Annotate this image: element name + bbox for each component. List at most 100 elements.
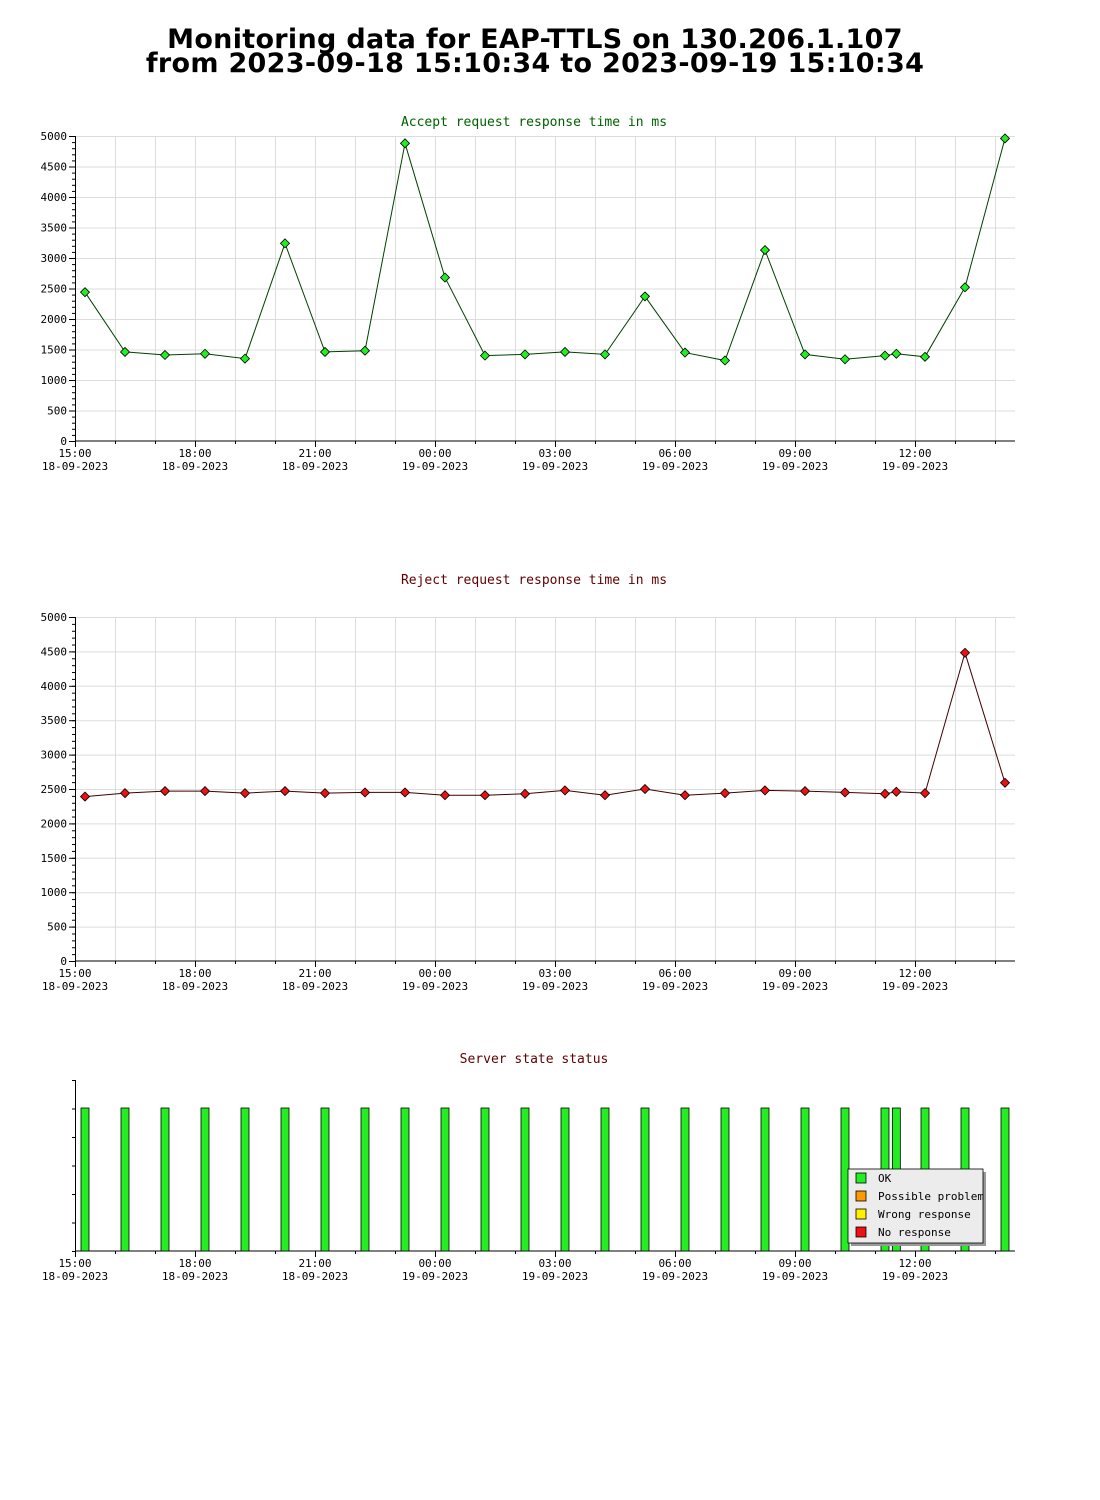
legend-label: Possible problem <box>878 1190 984 1203</box>
data-point <box>599 349 611 360</box>
series-line <box>84 138 1006 362</box>
y-tick-label: 2000 <box>41 817 68 830</box>
legend-box <box>847 1168 984 1244</box>
data-point <box>719 355 731 366</box>
x-tick-label-time: 12:00 <box>898 967 931 980</box>
x-tick-label-time: 15:00 <box>58 967 91 980</box>
x-tick-label-date: 18-09-2023 <box>162 1270 228 1283</box>
status-bar <box>240 1107 250 1252</box>
legend-swatch <box>855 1172 867 1184</box>
data-point <box>479 790 491 801</box>
data-point <box>119 788 131 799</box>
x-tick-label-date: 19-09-2023 <box>402 980 468 993</box>
legend-label: No response <box>878 1226 951 1239</box>
status-bar <box>560 1107 570 1252</box>
status-bar <box>800 1107 810 1252</box>
x-tick-label-date: 18-09-2023 <box>162 460 228 473</box>
data-point <box>319 788 331 799</box>
y-tick-label: 4000 <box>41 680 68 693</box>
status-bar <box>320 1107 330 1252</box>
chart-legend: OK Possible problem Wrong response No respo… <box>847 1168 986 1246</box>
data-point <box>319 346 331 358</box>
y-tick-label: 0 <box>60 955 67 968</box>
data-point <box>479 350 491 361</box>
data-point <box>239 353 251 364</box>
data-point <box>79 791 91 802</box>
y-tick-label: 2000 <box>41 313 68 326</box>
data-point <box>999 777 1011 788</box>
data-point <box>399 138 411 149</box>
x-tick-label-time: 06:00 <box>658 1257 691 1270</box>
page-title-line-1: Monitoring data for EAP-TTLS on 130.206.… <box>167 24 903 55</box>
status-bar <box>600 1107 610 1252</box>
y-tick-label: 4500 <box>41 645 68 658</box>
y-tick-label: 5000 <box>41 130 68 143</box>
x-tick-label-date: 19-09-2023 <box>642 1270 708 1283</box>
data-point <box>279 238 291 249</box>
server-status-chart: Server state status15:0018-09-202318:001… <box>42 1052 1015 1283</box>
x-tick-label-time: 00:00 <box>418 1257 451 1270</box>
x-tick-label-time: 18:00 <box>178 447 211 460</box>
status-bar <box>120 1107 130 1252</box>
status-bar <box>720 1107 730 1252</box>
data-point <box>759 245 771 256</box>
x-tick-label-date: 18-09-2023 <box>42 980 108 993</box>
data-point <box>959 647 971 658</box>
status-bar <box>640 1107 650 1252</box>
x-tick-label-date: 19-09-2023 <box>402 460 468 473</box>
data-point <box>119 346 131 358</box>
y-tick-label: 1000 <box>41 374 68 387</box>
x-tick-label-time: 15:00 <box>58 447 91 460</box>
data-point <box>559 346 571 358</box>
data-point <box>891 348 902 359</box>
legend-swatch <box>855 1226 867 1238</box>
data-point <box>359 787 371 798</box>
legend-swatch <box>855 1190 867 1202</box>
y-tick-label: 3000 <box>41 749 68 762</box>
page-title-line-2: from 2023-09-18 15:10:34 to 2023-09-19 1… <box>145 48 925 79</box>
x-tick-label-date: 18-09-2023 <box>282 980 348 993</box>
data-point <box>879 350 891 361</box>
y-tick-label: 3500 <box>41 714 68 727</box>
x-tick-label-time: 21:00 <box>298 447 331 460</box>
status-bar <box>480 1107 490 1252</box>
x-tick-label-time: 18:00 <box>178 967 211 980</box>
x-tick-label-time: 03:00 <box>538 447 571 460</box>
y-tick-label: 1500 <box>41 344 68 357</box>
data-point <box>279 785 291 797</box>
x-tick-label-date: 19-09-2023 <box>882 460 948 473</box>
data-point <box>919 788 931 799</box>
data-point <box>599 790 611 801</box>
data-point <box>639 291 651 302</box>
data-point <box>839 787 851 798</box>
x-tick-label-date: 19-09-2023 <box>882 980 948 993</box>
data-point <box>799 785 811 797</box>
data-point <box>439 272 451 283</box>
x-tick-label-date: 19-09-2023 <box>402 1270 468 1283</box>
data-point <box>519 788 531 799</box>
data-point <box>399 787 411 798</box>
data-point <box>891 786 902 797</box>
x-tick-label-date: 19-09-2023 <box>642 980 708 993</box>
x-tick-label-time: 06:00 <box>658 447 691 460</box>
x-tick-label-time: 15:00 <box>58 1257 91 1270</box>
x-tick-label-date: 19-09-2023 <box>762 460 828 473</box>
x-tick-label-time: 06:00 <box>658 967 691 980</box>
y-tick-label: 3000 <box>41 252 68 265</box>
status-bar <box>1000 1107 1010 1252</box>
status-bar <box>400 1107 410 1252</box>
x-tick-label-date: 19-09-2023 <box>762 980 828 993</box>
y-tick-label: 500 <box>47 405 67 418</box>
x-tick-label-date: 18-09-2023 <box>162 980 228 993</box>
data-point <box>639 783 651 795</box>
x-tick-label-time: 21:00 <box>298 967 331 980</box>
status-bar <box>360 1107 370 1252</box>
x-tick-label-date: 18-09-2023 <box>42 460 108 473</box>
data-point <box>519 349 531 360</box>
legend-label: OK <box>878 1172 892 1185</box>
x-tick-label-date: 19-09-2023 <box>522 1270 588 1283</box>
data-point <box>159 349 171 361</box>
data-point <box>759 785 771 796</box>
x-tick-label-date: 19-09-2023 <box>522 460 588 473</box>
